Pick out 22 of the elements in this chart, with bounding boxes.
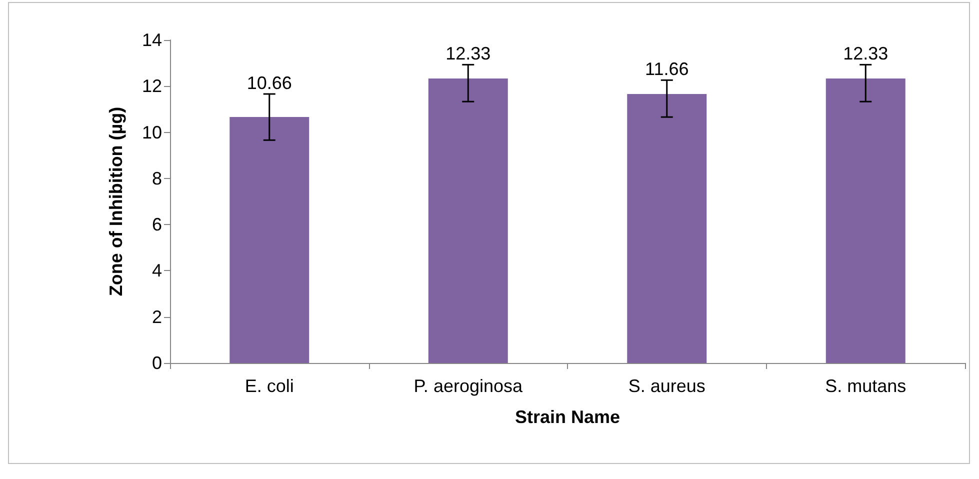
bar <box>428 78 508 363</box>
x-axis-title: Strain Name <box>514 407 620 427</box>
y-tick-label: 0 <box>152 353 162 373</box>
x-tick-label: P. aeroginosa <box>414 376 524 396</box>
data-label: 10.66 <box>246 72 292 93</box>
y-tick-label: 10 <box>142 122 162 142</box>
bar <box>230 117 310 363</box>
bar <box>627 94 707 363</box>
y-tick-label: 14 <box>142 30 162 50</box>
data-label: 12.33 <box>446 44 491 64</box>
y-tick-label: 12 <box>142 76 162 96</box>
x-tick-label: E. coli <box>244 376 294 396</box>
data-label: 12.33 <box>843 44 888 64</box>
x-tick-label: S. mutans <box>825 376 906 396</box>
x-tick-label: S. aureus <box>628 376 706 396</box>
bar <box>826 78 906 363</box>
data-label: 11.66 <box>645 59 689 80</box>
y-tick-label: 6 <box>152 214 162 235</box>
y-tick-label: 2 <box>152 306 162 327</box>
y-tick-label: 4 <box>152 260 162 281</box>
y-tick-label: 8 <box>152 168 162 188</box>
y-axis-title: Zone of Inhibition (µg) <box>106 106 126 296</box>
